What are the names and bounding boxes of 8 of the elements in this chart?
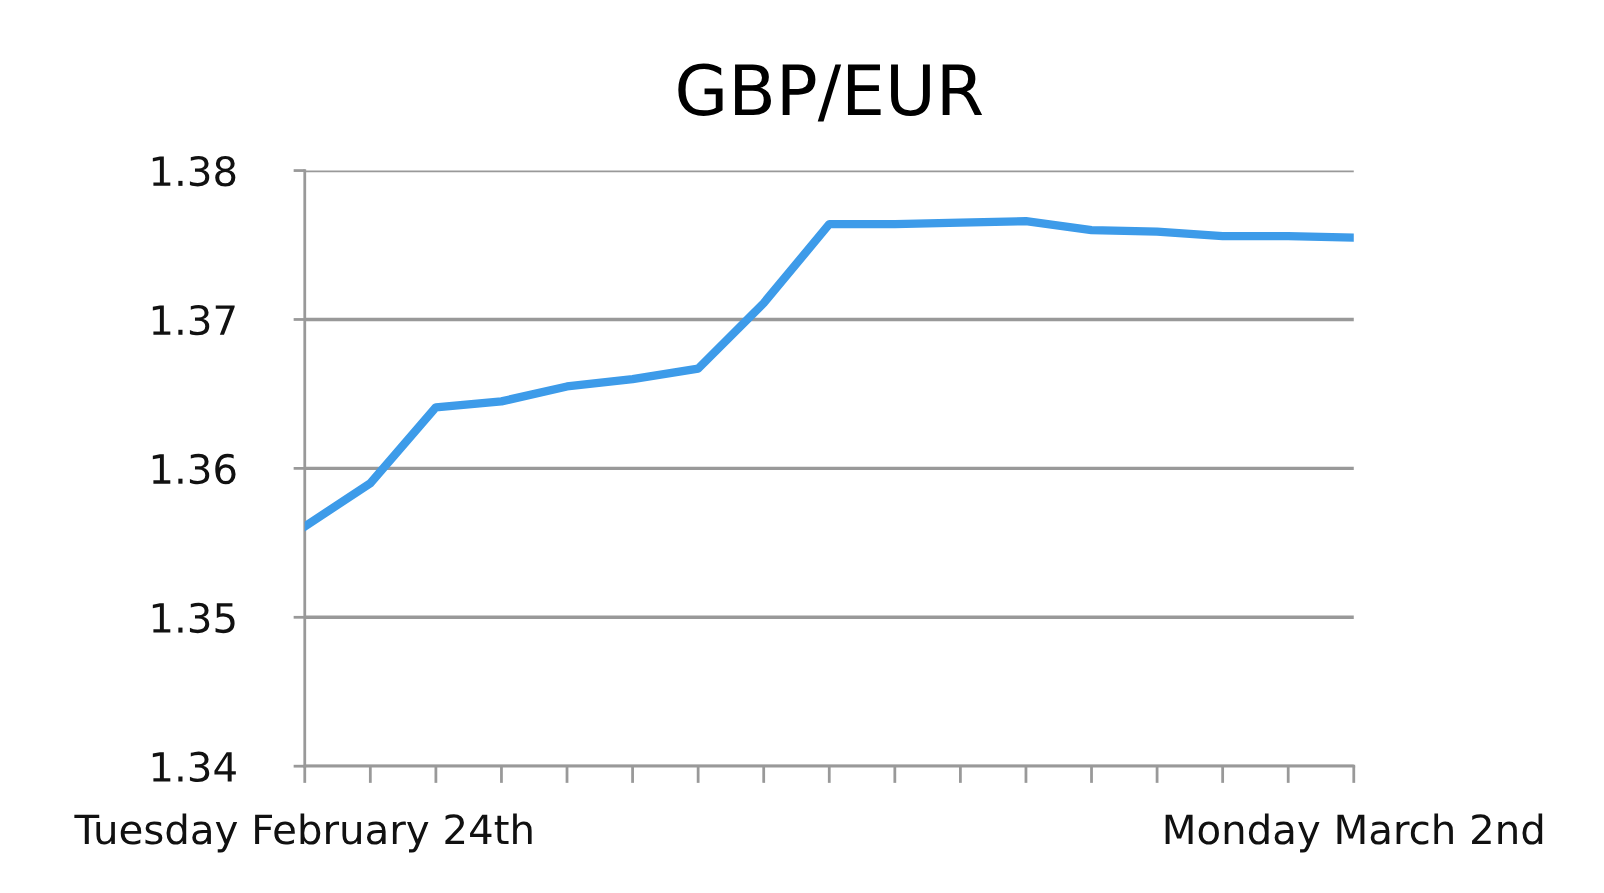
- y-tick-label: 1.35: [152, 602, 235, 634]
- y-tick-label: 1.34: [152, 751, 236, 783]
- y-tick-label: 1.36: [152, 453, 236, 485]
- x-tick-label: Tuesday February 24th: [74, 813, 532, 853]
- y-tick-label: 1.38: [152, 155, 236, 187]
- x-tick-label: Monday March 2nd: [1165, 813, 1543, 853]
- y-tick-label: 1.37: [152, 304, 235, 336]
- chart-title: GBP/EUR: [678, 63, 983, 122]
